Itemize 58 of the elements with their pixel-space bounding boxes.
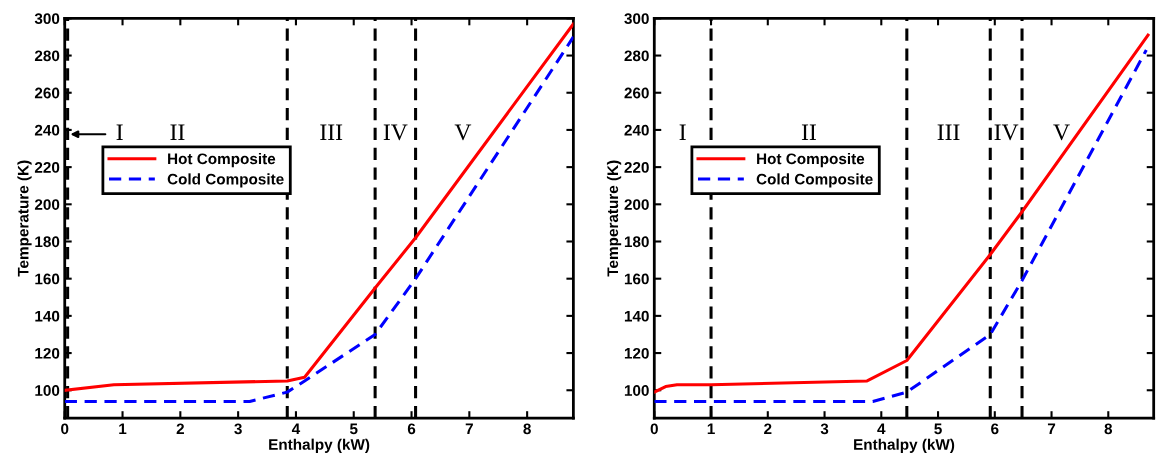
y-tick-label: 200 [34, 199, 60, 210]
y-tick-label: 180 [624, 236, 649, 248]
x-tick-label: 5 [349, 423, 358, 435]
y-tick-label: 300 [34, 13, 60, 25]
x-tick-label: 0 [61, 423, 69, 435]
y-tick-label: 140 [624, 310, 649, 322]
x-axis-title: Enthalpy (kW) [854, 438, 955, 453]
x-tick-label: 6 [991, 423, 999, 435]
y-tick-label: 100 [35, 385, 60, 396]
y-tick-label: 160 [35, 273, 60, 285]
x-tick-label: 3 [234, 423, 242, 435]
annotation: II [170, 124, 185, 140]
x-tick-label: 3 [820, 423, 829, 435]
y-tick-label: 200 [624, 199, 649, 210]
y-tick-label: 260 [624, 87, 649, 99]
y-tick-label: 280 [624, 50, 649, 62]
x-tick-label: 4 [877, 423, 886, 435]
annotation: IV [994, 124, 1019, 141]
annotation: II [801, 124, 816, 140]
y-tick-label: 300 [624, 13, 649, 25]
legend-label: Cold Composite [167, 173, 284, 188]
legend-label: Cold Composite [756, 173, 873, 188]
y-tick-label: 240 [34, 124, 60, 136]
annotation: I [116, 124, 123, 140]
y-axis-title: Temperature (K) [606, 160, 622, 277]
y-tick-label: 220 [624, 161, 649, 173]
x-tick-label: 1 [707, 423, 715, 435]
annotation: III [320, 124, 343, 140]
annotation: V [454, 124, 472, 141]
x-tick-label: 6 [407, 423, 416, 435]
x-tick-label: 2 [176, 423, 184, 435]
x-axis-title: Enthalpy (kW) [269, 438, 370, 453]
x-tick-label: 1 [119, 423, 127, 435]
x-tick-label: 2 [764, 423, 772, 435]
x-tick-label: 8 [1104, 423, 1113, 435]
x-tick-label: 0 [650, 423, 658, 435]
y-tick-label: 140 [35, 310, 60, 322]
legend-label: Hot Composite [168, 152, 276, 168]
annotation: III [937, 124, 960, 140]
legend-label: Hot Composite [757, 152, 865, 168]
y-tick-label: 180 [35, 236, 60, 248]
y-tick-label: 120 [35, 347, 60, 359]
x-tick-label: 8 [523, 423, 531, 435]
annotation: I [679, 124, 686, 140]
x-tick-label: 4 [291, 423, 301, 435]
y-tick-label: 120 [624, 347, 649, 359]
y-tick-label: 260 [34, 87, 60, 99]
x-tick-label: 7 [465, 423, 473, 435]
y-axis-title: Temperature (K) [17, 160, 32, 277]
y-tick-label: 220 [34, 161, 60, 173]
x-tick-label: 5 [934, 423, 942, 435]
annotation: IV [383, 124, 408, 141]
annotation: V [1053, 124, 1070, 141]
y-tick-label: 240 [624, 124, 649, 136]
y-tick-label: 160 [624, 273, 649, 285]
y-tick-label: 280 [34, 50, 60, 62]
x-tick-label: 7 [1047, 423, 1056, 435]
y-tick-label: 100 [624, 385, 649, 396]
